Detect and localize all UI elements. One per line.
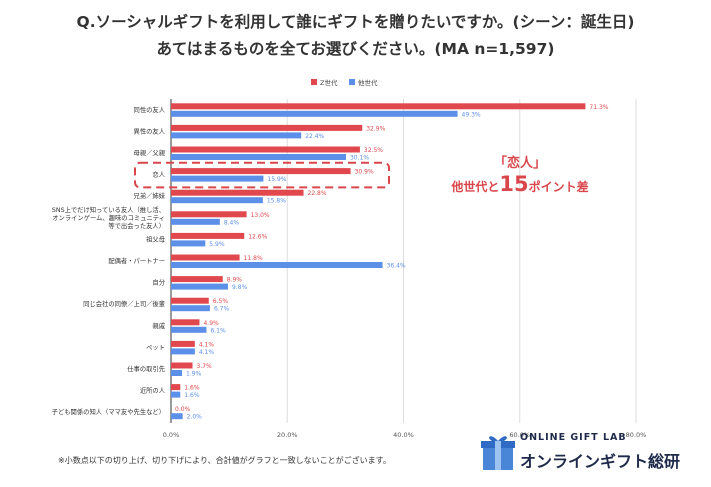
bar-z-generation: [171, 189, 304, 196]
data-label: 4.1%: [199, 341, 215, 348]
data-label: 1.9%: [186, 371, 202, 378]
legend-label-z-generation: Z世代: [320, 78, 338, 87]
x-tick-label: 40.0%: [393, 431, 414, 439]
category-label: 親戚: [152, 321, 165, 330]
data-label: 9.8%: [232, 284, 248, 291]
brand-name: オンラインギフト総研: [520, 452, 681, 471]
data-label: 8.4%: [224, 219, 240, 226]
bar-other-generations: [171, 262, 383, 268]
bar-other-generations: [171, 240, 206, 247]
bar-z-generation: [171, 124, 363, 131]
data-label: 15.9%: [267, 176, 286, 183]
category-label: ペット: [146, 343, 165, 351]
category-label: 兄弟／姉妹: [134, 191, 166, 200]
data-label: 0.0%: [175, 406, 191, 413]
bar-z-generation: [171, 103, 586, 110]
x-tick-label: 0.0%: [163, 431, 180, 439]
data-label: 12.6%: [248, 233, 267, 240]
bar-z-generation: [171, 146, 360, 153]
category-label: 母親／父親: [134, 148, 166, 157]
callout-prefix: 他世代と: [451, 180, 500, 194]
category-label: オンラインゲーム、趣味のコミュニティ: [52, 213, 165, 222]
category-label: 恋人: [152, 170, 165, 179]
brand-subtitle: ONLINE GIFT LAB: [520, 432, 627, 443]
bar-other-generations: [171, 413, 183, 420]
bar-other-generations: [171, 305, 210, 312]
data-label: 1.6%: [184, 385, 200, 392]
callout-number: 15: [499, 172, 529, 196]
bar-z-generation: [171, 384, 181, 391]
gift-box-icon: [481, 436, 515, 470]
data-label: 15.8%: [267, 198, 286, 205]
callout-text: 他世代と15ポイント差: [440, 172, 600, 196]
legend-swatch-other-generations: [349, 79, 355, 85]
brand-logo: ONLINE GIFT LAB オンラインギフト総研: [480, 430, 690, 475]
category-label: 配偶者・パートナー: [108, 256, 165, 265]
bar-other-generations: [171, 283, 228, 290]
data-label: 6.7%: [214, 306, 230, 313]
category-label: 異性の友人: [134, 126, 166, 135]
bar-z-generation: [171, 276, 223, 283]
data-label: 8.9%: [227, 277, 243, 284]
highlight-box: [134, 161, 390, 189]
bar-other-generations: [171, 110, 458, 117]
category-label: 祖父母: [146, 234, 165, 243]
data-label: 36.4%: [387, 263, 406, 270]
bar-other-generations: [171, 197, 263, 204]
category-label: 同性の友人: [134, 105, 166, 114]
data-label: 71.3%: [589, 104, 608, 111]
data-label: 6.1%: [210, 327, 226, 334]
data-label: 13.0%: [251, 212, 270, 219]
callout-suffix: ポイント差: [528, 180, 589, 194]
bar-other-generations: [171, 348, 195, 355]
bar-other-generations: [171, 391, 181, 398]
bar-other-generations: [171, 175, 264, 182]
x-tick-label: 80.0%: [626, 431, 647, 439]
data-label: 30.9%: [355, 169, 374, 176]
data-label: 49.3%: [462, 111, 481, 118]
data-label: 22.4%: [305, 133, 324, 140]
category-label: 等で出会った友人）: [108, 221, 165, 230]
bar-other-generations: [171, 370, 183, 376]
data-label: 30.1%: [350, 155, 369, 162]
category-label: SNS上でだけ知っている友人（推し活、: [52, 205, 165, 214]
bar-z-generation: [171, 211, 247, 218]
bar-other-generations: [171, 154, 346, 160]
bar-z-generation: [171, 232, 245, 239]
data-label: 5.9%: [209, 241, 225, 248]
category-label: 自分: [152, 278, 165, 287]
callout-label: 「恋人」: [493, 156, 546, 171]
bar-z-generation: [171, 319, 200, 326]
data-label: 3.7%: [197, 363, 213, 370]
legend-swatch-z-generation: [311, 79, 317, 85]
category-label: 近所の人: [140, 386, 166, 395]
data-label: 6.5%: [213, 298, 229, 305]
bar-z-generation: [171, 340, 195, 347]
legend-label-other-generations: 他世代: [358, 78, 378, 87]
bar-z-generation: [171, 254, 240, 261]
data-label: 2.0%: [187, 414, 203, 421]
data-label: 4.9%: [203, 320, 219, 327]
data-label: 32.9%: [366, 125, 385, 132]
x-tick-label: 60.0%: [509, 431, 530, 439]
category-label: 子ども関係の知人（ママ友や先生など）: [52, 407, 165, 416]
bar-other-generations: [171, 218, 220, 225]
data-label: 32.5%: [364, 147, 383, 154]
chart-title-line2: あてはまるものを全てお選びください。(MA n=1,597): [156, 40, 555, 58]
data-label: 4.1%: [199, 349, 215, 356]
chart-title-line1: Q.ソーシャルギフトを利用して誰にギフトを贈りたいですか。(シーン：誕生日): [76, 13, 635, 31]
category-label: 同じ会社の同僚／上司／後輩: [83, 299, 165, 308]
data-label: 22.8%: [308, 190, 327, 197]
category-label: 仕事の取引先: [127, 364, 165, 373]
bar-z-generation: [171, 297, 209, 304]
bar-other-generations: [171, 326, 207, 333]
bar-other-generations: [171, 132, 302, 139]
x-tick-label: 20.0%: [277, 431, 298, 439]
bar-z-generation: [171, 168, 351, 175]
data-label: 1.6%: [184, 392, 200, 399]
bar-z-generation: [171, 362, 193, 369]
footnote: ※小数点以下の切り上げ、切り下げにより、合計値がグラフと一致しないことがございま…: [58, 456, 391, 465]
data-label: 11.8%: [244, 255, 263, 262]
